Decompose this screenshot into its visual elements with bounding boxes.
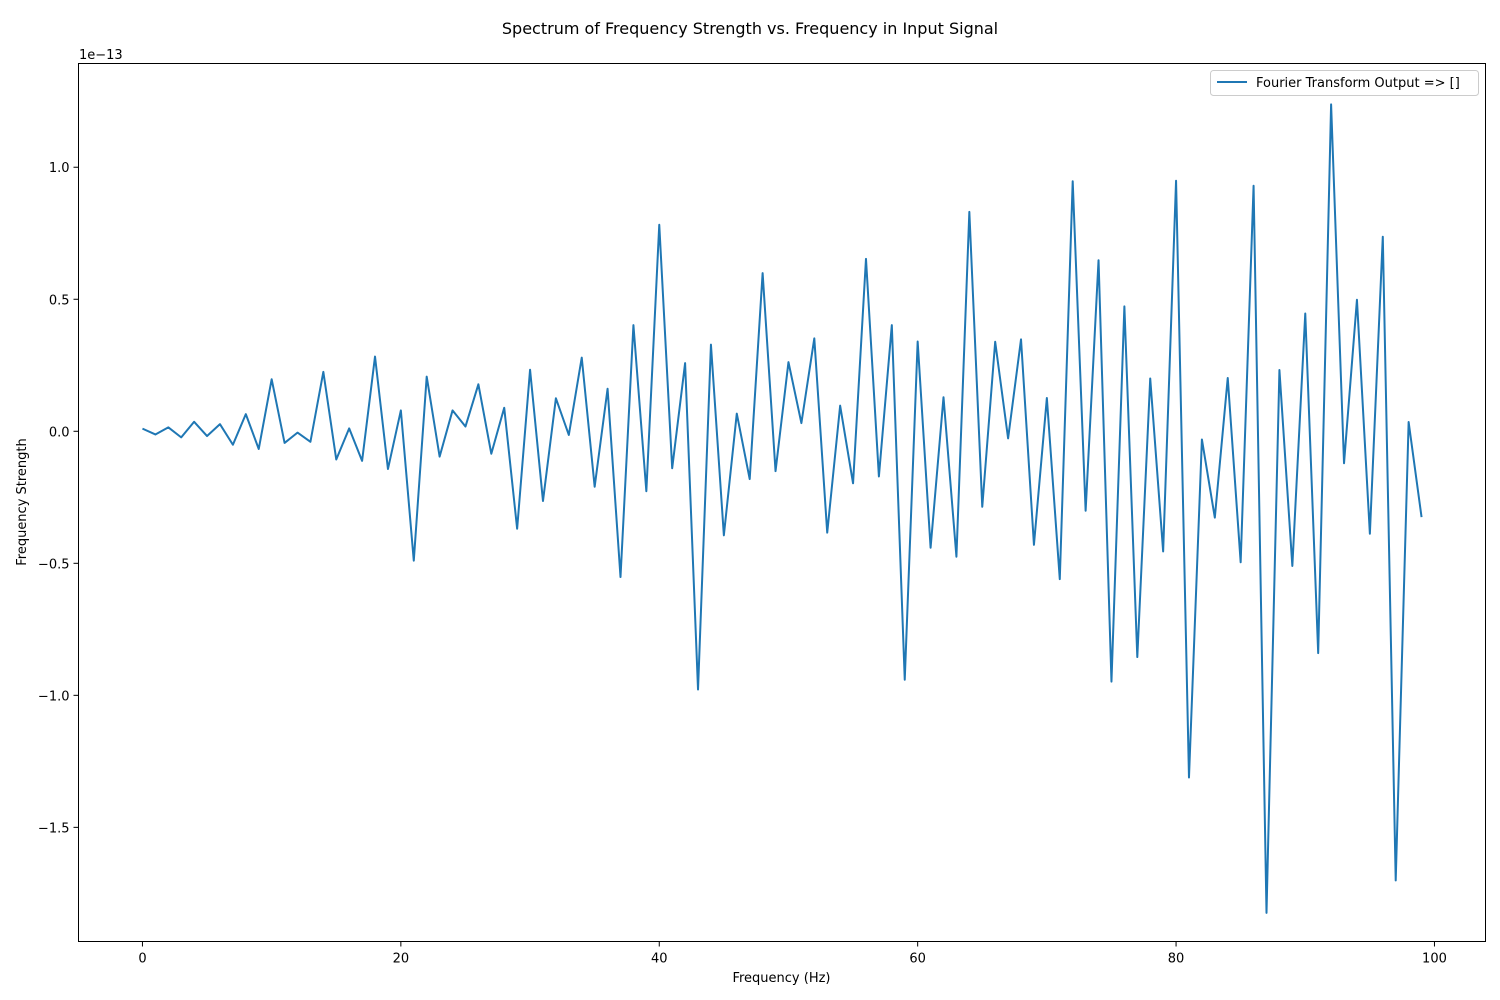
x-tick-label: 40	[651, 952, 668, 967]
y-tick-label: −1.0	[38, 689, 70, 704]
y-axis-label: Frequency Strength	[15, 438, 30, 566]
x-axis: 0 20 40 60 80 100	[138, 941, 1447, 967]
x-tick-label: 60	[909, 952, 926, 967]
chart-title: Spectrum of Frequency Strength vs. Frequ…	[502, 19, 998, 38]
x-tick-label: 80	[1168, 952, 1185, 967]
y-tick-label: 0.0	[49, 425, 70, 440]
plot-area	[142, 103, 1423, 914]
series-line	[142, 103, 1423, 914]
x-tick-label: 0	[138, 952, 146, 967]
y-tick-label: 0.5	[49, 293, 70, 308]
y-axis: 1.0 0.5 0.0 −0.5 −1.0 −1.5	[38, 161, 79, 836]
legend-box	[1210, 70, 1479, 96]
legend-entry: Fourier Transform Output => []	[1256, 76, 1460, 91]
x-tick-label: 20	[393, 952, 410, 967]
axes-frame	[78, 63, 1486, 942]
y-tick-label: −0.5	[38, 557, 70, 572]
x-tick-label: 100	[1422, 952, 1447, 967]
x-axis-label: Frequency (Hz)	[732, 971, 830, 986]
legend: Fourier Transform Output => []	[1210, 70, 1479, 96]
y-tick-label: 1.0	[49, 161, 70, 176]
y-axis-scale-label: 1e−13	[79, 48, 123, 63]
y-tick-label: −1.5	[38, 821, 70, 836]
